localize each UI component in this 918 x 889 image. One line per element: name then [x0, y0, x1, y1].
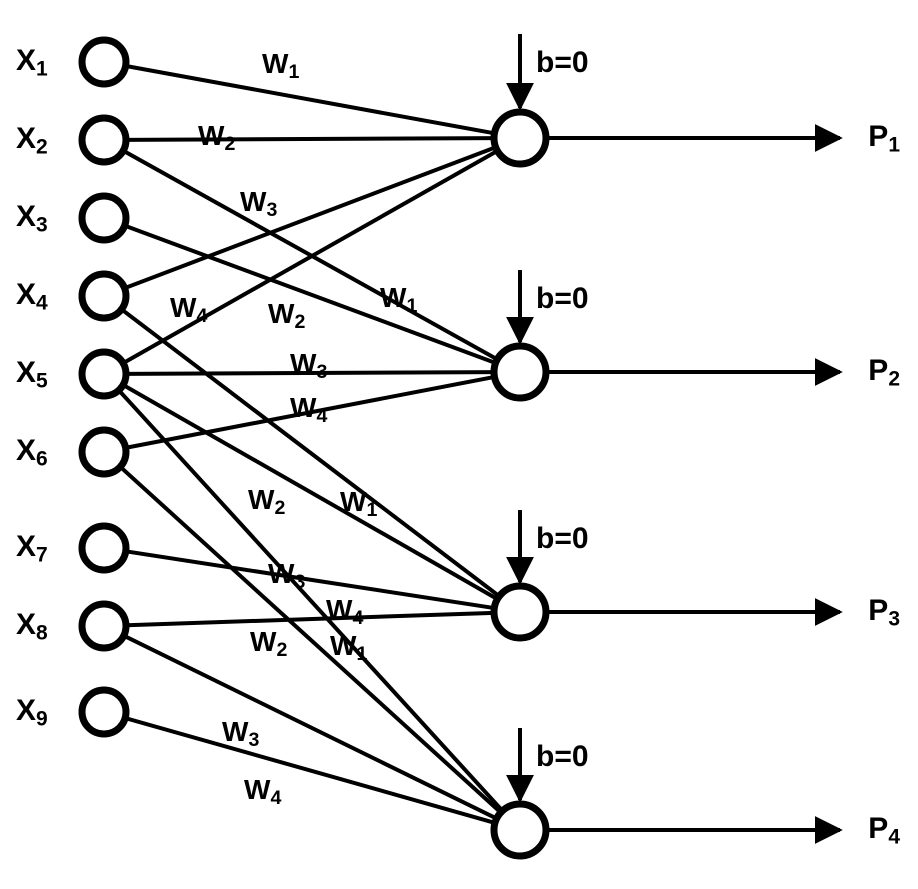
- bias-label-P2: b=0: [536, 282, 589, 315]
- input-label-X4: X4: [16, 278, 48, 314]
- weight-label-10: W3: [268, 558, 305, 593]
- output-label-P4: P4: [868, 812, 900, 848]
- edge-X1-P1: [126, 66, 495, 133]
- input-label-X7: X7: [16, 530, 48, 566]
- edge-X2-P1: [126, 138, 494, 140]
- output-node-P1: [494, 112, 546, 164]
- edge-X9-P4: [125, 718, 495, 823]
- bias-label-P1: b=0: [536, 46, 589, 79]
- output-node-P3: [494, 586, 546, 638]
- input-label-X6: X6: [16, 434, 48, 470]
- weight-label-15: W4: [244, 774, 281, 809]
- weight-label-11: W4: [326, 594, 363, 629]
- weight-label-4: W1: [380, 282, 417, 317]
- input-node-X4: [82, 274, 126, 318]
- input-node-X7: [82, 526, 126, 570]
- weight-label-12: W1: [330, 630, 367, 665]
- edge-X4-P1: [125, 147, 496, 288]
- input-node-X2: [82, 118, 126, 162]
- output-label-P2: P2: [868, 354, 900, 390]
- input-label-X8: X8: [16, 608, 48, 644]
- weight-label-5: W2: [268, 298, 305, 333]
- edge-X6-P4: [120, 467, 500, 813]
- input-node-X8: [82, 604, 126, 648]
- input-node-X6: [82, 430, 126, 474]
- input-label-X1: X1: [16, 44, 48, 80]
- input-label-X2: X2: [16, 122, 48, 158]
- output-label-P3: P3: [868, 594, 900, 630]
- input-node-X1: [82, 40, 126, 84]
- weight-label-1: W2: [198, 120, 235, 155]
- input-label-X9: X9: [16, 694, 48, 730]
- weight-label-13: W2: [250, 626, 287, 661]
- input-label-X5: X5: [16, 356, 48, 392]
- output-node-P4: [494, 804, 546, 856]
- network-diagram: b=0 b=0 b=0 b=0 X1 X2 X3 X4 X5 X6 X7 X8 X9 P1 P2 P3 P4 W1…: [0, 0, 918, 889]
- input-label-X3: X3: [16, 200, 48, 236]
- weight-label-6: W3: [290, 348, 327, 383]
- weight-label-0: W1: [262, 48, 299, 83]
- output-node-P2: [494, 346, 546, 398]
- weight-label-7: W4: [290, 392, 327, 427]
- input-node-X5: [82, 352, 126, 396]
- weight-label-8: W1: [340, 486, 377, 521]
- input-node-X9: [82, 690, 126, 734]
- weight-label-3: W4: [170, 292, 207, 327]
- input-node-X3: [82, 196, 126, 240]
- output-label-P1: P1: [868, 120, 900, 156]
- edge-X8-P4: [124, 636, 497, 819]
- weight-label-9: W2: [248, 484, 285, 519]
- weight-label-14: W3: [222, 716, 259, 751]
- bias-label-P4: b=0: [536, 740, 589, 773]
- weight-label-2: W3: [240, 186, 277, 221]
- bias-label-P3: b=0: [536, 522, 589, 555]
- edge-X8-P3: [126, 613, 494, 625]
